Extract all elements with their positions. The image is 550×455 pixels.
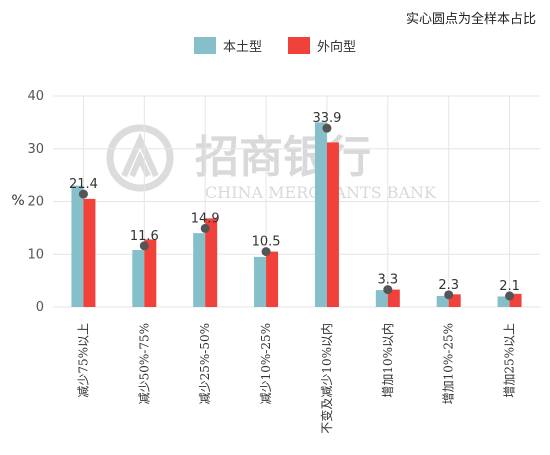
overall-dot: [383, 285, 393, 295]
overall-dot: [139, 241, 149, 251]
bar-series2: [387, 289, 400, 307]
bar-series1: [193, 233, 206, 307]
y-tick-label: 20: [27, 195, 44, 210]
category-label: 增加25%以上: [503, 323, 517, 398]
overall-dot: [78, 189, 88, 199]
data-label: 14.9: [191, 211, 220, 226]
overall-dot: [322, 123, 332, 133]
chart-note: 实心圆点为全样本占比: [405, 12, 536, 27]
watermark-cn: 招商银行: [195, 132, 371, 183]
bar-series1: [436, 295, 449, 307]
bar-series2: [205, 218, 218, 307]
category-label: 减少10%-25%: [259, 323, 273, 404]
data-label: 2.1: [499, 279, 520, 294]
y-axis: 0 10 20 30 40: [27, 89, 44, 315]
data-label: 21.4: [69, 177, 98, 192]
y-axis-label: %: [11, 193, 24, 209]
overall-dot: [444, 290, 454, 300]
legend-swatch-series1: [193, 37, 216, 54]
legend-label-series1: 本土型: [222, 40, 262, 55]
bar-series1: [375, 290, 388, 307]
legend: 本土型 外向型: [0, 36, 550, 55]
y-tick-label: 40: [27, 89, 44, 104]
bar-series2: [83, 198, 96, 307]
x-axis: 减少75%以上 减少50%-75% 减少25%-50% 减少10%-25% 不变及减少1…: [76, 323, 516, 434]
category-label: 减少25%-50%: [198, 323, 212, 404]
bars: [71, 122, 522, 307]
legend-item-series1: 本土型: [193, 36, 262, 55]
y-tick-label: 30: [27, 142, 44, 157]
bar-series2: [266, 251, 279, 307]
overall-dot: [261, 247, 271, 257]
bar-series1: [314, 122, 327, 307]
data-label: 10.5: [252, 235, 281, 250]
data-label: 2.3: [438, 278, 459, 293]
data-label: 11.6: [130, 229, 159, 244]
legend-swatch-series2: [288, 37, 310, 54]
watermark-logo: [106, 124, 174, 192]
bar-series1: [497, 296, 510, 307]
bar-series1: [71, 185, 84, 307]
category-label: 增加10%-25%: [442, 323, 456, 404]
data-label: 3.3: [377, 273, 398, 288]
data-label: 33.9: [312, 111, 341, 126]
category-label: 不变及减少10%以内: [319, 323, 334, 434]
legend-label-series2: 外向型: [317, 40, 357, 55]
y-tick-label: 10: [27, 247, 44, 262]
overall-dot: [200, 223, 210, 233]
bar-series1: [132, 250, 145, 307]
bar-series1: [254, 256, 267, 307]
category-label: 减少50%-75%: [137, 323, 151, 404]
bar-series2: [144, 239, 157, 307]
overall-dots: 21.4 11.6 14.9 10.5 33.9 3.3 2.3 2.1: [69, 111, 520, 301]
overall-dot: [505, 291, 515, 301]
watermark-logo-mark: [121, 132, 159, 178]
category-label: 减少75%以上: [76, 323, 90, 398]
y-tick-label: 0: [36, 300, 44, 315]
bar-series2: [326, 142, 339, 307]
legend-item-series2: 外向型: [288, 36, 356, 55]
category-label: 增加10%以内: [381, 323, 395, 398]
